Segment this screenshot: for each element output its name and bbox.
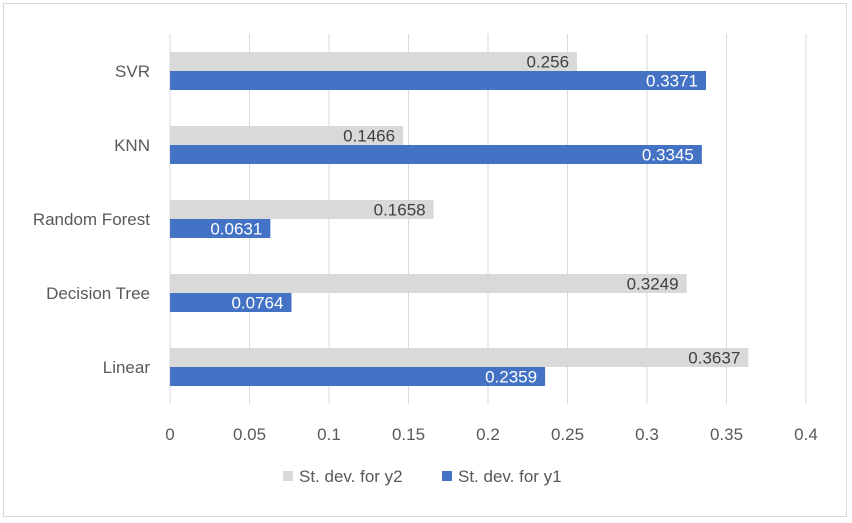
data-label: 0.3371	[646, 72, 698, 91]
data-labels: 0.256 0.3371 0.1466 0.3345 0.1658 0.0631 0.324…	[210, 53, 740, 387]
bars	[170, 52, 749, 386]
category-label: SVR	[115, 62, 150, 81]
bar-y2	[170, 200, 434, 219]
data-label: 0.2359	[485, 368, 537, 387]
x-tick-label: 0.1	[317, 425, 341, 444]
data-label: 0.3637	[688, 349, 740, 368]
x-tick-labels: 0 0.05 0.1 0.15 0.2 0.25 0.3 0.35 0.4	[165, 425, 818, 444]
legend-swatch	[442, 471, 452, 481]
bar-y1	[170, 367, 546, 386]
x-tick-label: 0.4	[794, 425, 818, 444]
x-tick-label: 0	[165, 425, 174, 444]
data-label: 0.0631	[210, 220, 262, 239]
gridlines	[169, 34, 807, 404]
bar-y1	[170, 71, 706, 90]
bar-y2	[170, 52, 578, 71]
x-tick-label: 0.25	[551, 425, 584, 444]
category-labels: SVR KNN Random Forest Decision Tree Linear	[33, 62, 151, 377]
x-tick-label: 0.2	[476, 425, 500, 444]
category-label: Decision Tree	[46, 284, 150, 303]
legend: St. dev. for y2 St. dev. for y1	[283, 467, 562, 486]
category-label: Random Forest	[33, 210, 150, 229]
x-tick-label: 0.15	[392, 425, 425, 444]
category-label: Linear	[103, 358, 151, 377]
data-label: 0.0764	[231, 294, 283, 313]
bar-y1	[170, 219, 271, 238]
bar-y1	[170, 293, 292, 312]
data-label: 0.1658	[374, 201, 426, 220]
bar-y1	[170, 145, 702, 164]
legend-swatch	[283, 471, 293, 481]
x-tick-label: 0.05	[233, 425, 266, 444]
data-label: 0.3345	[642, 146, 694, 165]
category-label: KNN	[114, 136, 150, 155]
data-label: 0.3249	[627, 275, 679, 294]
x-tick-label: 0.35	[710, 425, 743, 444]
data-label: 0.1466	[343, 127, 395, 146]
bar-y2	[170, 274, 687, 293]
legend-label: St. dev. for y1	[458, 467, 562, 486]
bar-y2	[170, 348, 749, 367]
x-tick-label: 0.3	[635, 425, 659, 444]
bar-y2	[170, 126, 404, 145]
legend-label: St. dev. for y2	[299, 467, 403, 486]
data-label: 0.256	[526, 53, 569, 72]
